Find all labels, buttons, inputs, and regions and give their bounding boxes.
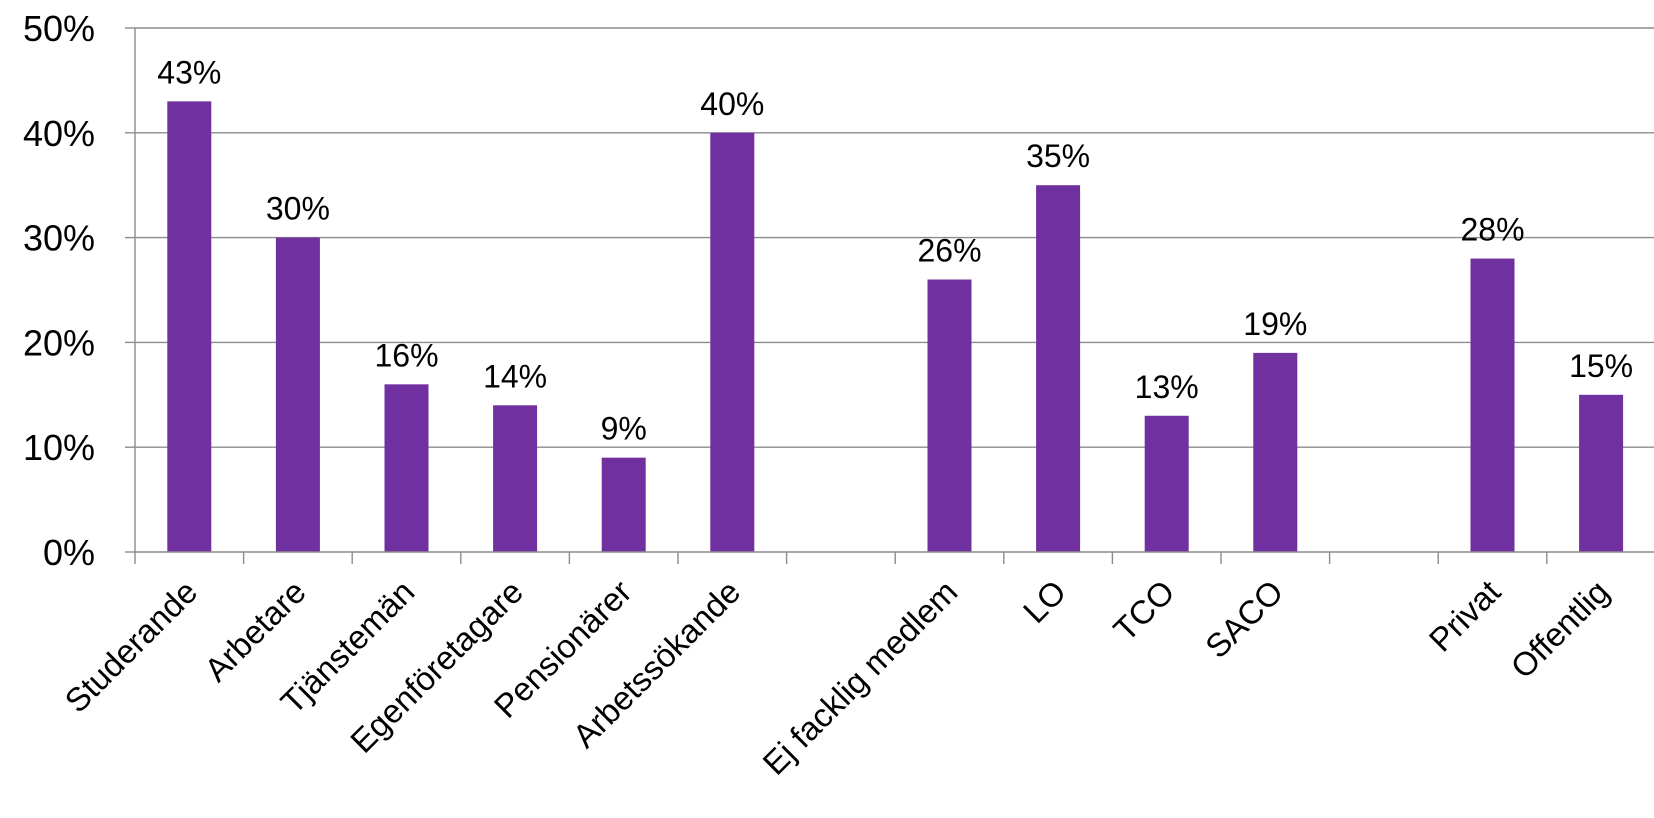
bar <box>1470 258 1515 552</box>
bar <box>601 457 646 552</box>
data-label: 13% <box>1135 369 1199 405</box>
y-tick-label: 50% <box>23 8 95 49</box>
x-tick-label: SACO <box>1198 573 1290 665</box>
bar <box>493 405 538 552</box>
bar <box>1144 415 1189 552</box>
labels: 0% 10% 20% 30% 40% 50% 43% Studerande 30% Arbetar… <box>23 8 1633 782</box>
data-label: 26% <box>917 233 981 269</box>
bar <box>384 384 429 552</box>
data-label: 16% <box>374 337 438 373</box>
bar <box>927 279 972 552</box>
y-tick-label: 30% <box>23 218 95 259</box>
axes <box>125 27 1654 564</box>
bar <box>275 237 320 552</box>
gridlines <box>135 27 1654 448</box>
x-tick-label: Offentlig <box>1503 573 1616 686</box>
data-label: 28% <box>1460 212 1524 248</box>
y-tick-label: 10% <box>23 427 95 468</box>
data-label: 30% <box>266 191 330 227</box>
data-label: 19% <box>1243 306 1307 342</box>
bar <box>1579 394 1624 552</box>
bar <box>710 132 755 553</box>
y-tick-label: 40% <box>23 113 95 154</box>
data-label: 40% <box>700 86 764 122</box>
x-tick-label: Ej facklig medlem <box>755 573 964 782</box>
x-tick-label: LO <box>1016 573 1073 630</box>
x-tick-label: Arbetare <box>197 573 313 689</box>
data-label: 14% <box>483 358 547 394</box>
bar <box>1253 352 1298 552</box>
y-tick-label: 0% <box>43 532 95 573</box>
y-tick-label: 20% <box>23 322 95 363</box>
data-label: 35% <box>1026 138 1090 174</box>
data-label: 9% <box>601 411 647 447</box>
x-tick-label: Studerande <box>57 573 204 720</box>
x-tick-label: TCO <box>1106 573 1181 648</box>
x-tick-label: Privat <box>1422 573 1508 659</box>
bars <box>167 101 1624 553</box>
data-label: 43% <box>157 54 221 90</box>
bar <box>167 101 212 553</box>
bar <box>1036 185 1081 552</box>
data-label: 15% <box>1569 348 1633 384</box>
